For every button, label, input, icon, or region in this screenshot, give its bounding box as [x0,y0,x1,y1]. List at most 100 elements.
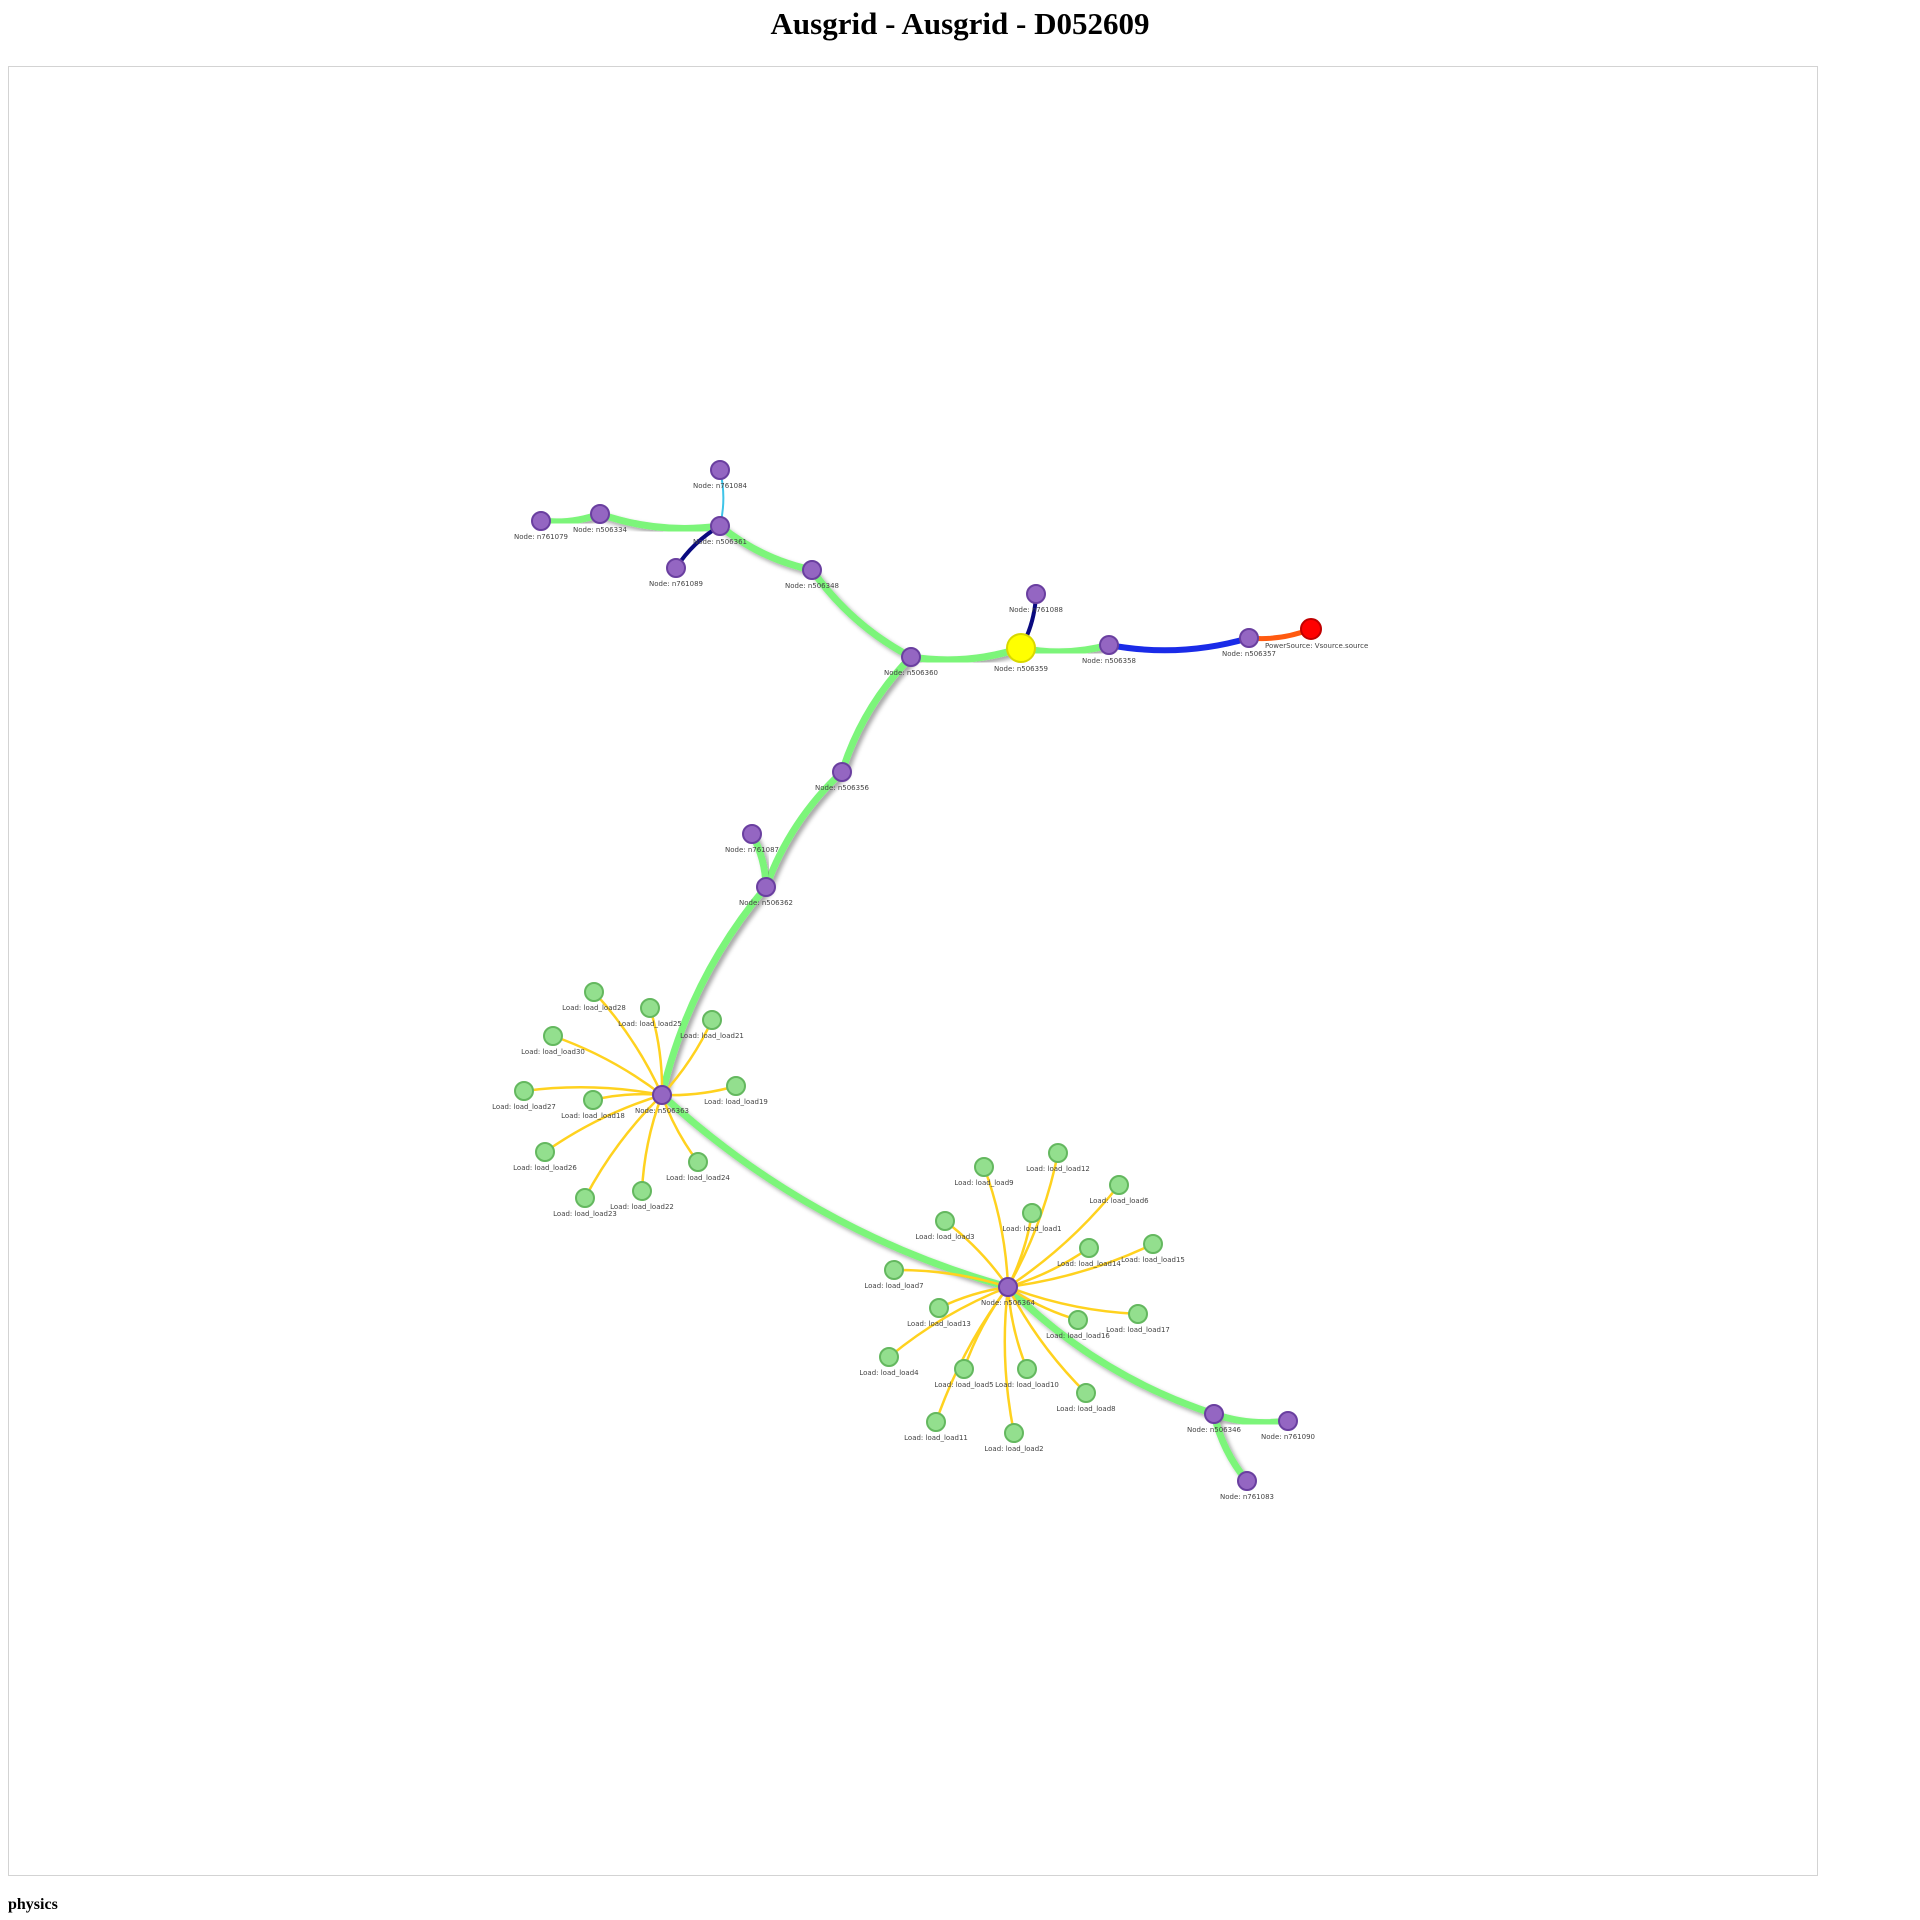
network-graph[interactable]: Node: n761079 Node: n506334 Node: n506361 N… [9,67,1817,1875]
load-marker[interactable] [935,1211,955,1231]
node-marker[interactable] [531,511,551,531]
graph-node-load27[interactable]: Load: load_load27 [492,1081,556,1111]
edge-n506346-n761090[interactable] [1210,1410,1292,1427]
node-marker[interactable] [666,558,686,578]
node-marker[interactable] [710,460,730,480]
edge-n506363-load19[interactable] [660,1084,738,1097]
edge-n506364-load7[interactable] [892,1268,1010,1289]
graph-node-n506346[interactable]: Node: n506346 [1187,1404,1242,1434]
graph-node-load4[interactable]: Load: load_load4 [859,1347,919,1377]
transformer-marker[interactable] [1006,633,1036,663]
load-marker[interactable] [1068,1310,1088,1330]
node-marker[interactable] [1278,1411,1298,1431]
graph-node-n761090[interactable]: Node: n761090 [1261,1411,1315,1441]
graph-node-load26[interactable]: Load: load_load26 [513,1142,577,1172]
graph-node-n761088[interactable]: Node: n761088 [1009,584,1063,614]
graph-node-load30[interactable]: Load: load_load30 [521,1026,585,1056]
node-marker[interactable] [1204,1404,1224,1424]
edge-n506363-load28[interactable] [592,990,664,1097]
load-marker[interactable] [640,998,660,1018]
load-marker[interactable] [879,1347,899,1367]
load-marker[interactable] [514,1081,534,1101]
node-marker[interactable] [832,762,852,782]
load-marker[interactable] [1109,1175,1129,1195]
graph-node-load17[interactable]: Load: load_load17 [1106,1304,1170,1334]
graph-node-n506348[interactable]: Node: n506348 [785,560,839,590]
graph-node-n761083[interactable]: Node: n761083 [1220,1471,1274,1501]
edge-n506363-load24[interactable] [660,1093,700,1164]
node-marker[interactable] [710,516,730,536]
edge-n506364-load4[interactable] [887,1285,1010,1359]
graph-node-n506364[interactable]: Node: n506364 [981,1277,1036,1307]
graph-node-load6[interactable]: Load: load_load6 [1089,1175,1149,1205]
load-marker[interactable] [1076,1383,1096,1403]
graph-node-load12[interactable]: Load: load_load12 [1026,1143,1090,1173]
edge-n506348-n506360[interactable] [808,566,915,661]
node-marker[interactable] [1099,635,1119,655]
graph-node-load2[interactable]: Load: load_load2 [984,1423,1044,1453]
graph-node-n506361[interactable]: Node: n506361 [693,516,747,546]
graph-node-load8[interactable]: Load: load_load8 [1056,1383,1116,1413]
load-marker[interactable] [974,1157,994,1177]
graph-node-n506357[interactable]: Node: n506357 [1222,628,1276,658]
graph-node-n761087[interactable]: Node: n761087 [725,824,779,854]
load-marker[interactable] [543,1026,563,1046]
edge-n506364-load11[interactable] [934,1285,1010,1424]
graph-node-load3[interactable]: Load: load_load3 [915,1211,975,1241]
load-marker[interactable] [1128,1304,1148,1324]
node-marker[interactable] [1026,584,1046,604]
load-marker[interactable] [575,1188,595,1208]
load-marker[interactable] [1143,1234,1163,1254]
graph-node-n506358[interactable]: Node: n506358 [1082,635,1136,665]
node-marker[interactable] [802,560,822,580]
edge-n506363-load30[interactable] [551,1034,664,1097]
load-marker[interactable] [1079,1238,1099,1258]
load-marker[interactable] [1048,1143,1068,1163]
node-marker[interactable] [756,877,776,897]
graph-node-load24[interactable]: Load: load_load24 [666,1152,730,1182]
node-marker[interactable] [652,1085,672,1105]
node-marker[interactable] [1237,1471,1257,1491]
graph-node-load11[interactable]: Load: load_load11 [904,1412,968,1442]
node-marker[interactable] [590,504,610,524]
graph-node-source[interactable]: PowerSource: Vsource.source [1265,618,1368,650]
graph-node-n506356[interactable]: Node: n506356 [815,762,870,792]
graph-node-load23[interactable]: Load: load_load23 [553,1188,617,1218]
node-marker[interactable] [1239,628,1259,648]
edge-n506364-load2[interactable] [1003,1285,1016,1435]
load-marker[interactable] [632,1181,652,1201]
edge-n506364-load6[interactable] [1006,1183,1121,1289]
edge-n506361-n506348[interactable] [716,522,816,574]
graph-node-load19[interactable]: Load: load_load19 [704,1076,768,1106]
graph-node-load14[interactable]: Load: load_load14 [1057,1238,1121,1268]
edge-n506364-load17[interactable] [1006,1285,1140,1316]
edge-n506363-load26[interactable] [543,1093,664,1154]
load-marker[interactable] [535,1142,555,1162]
load-marker[interactable] [1017,1359,1037,1379]
load-marker[interactable] [584,982,604,1002]
node-marker[interactable] [742,824,762,844]
load-marker[interactable] [726,1076,746,1096]
edge-n506363-n506364[interactable] [658,1091,1012,1291]
graph-node-load5[interactable]: Load: load_load5 [934,1359,994,1389]
graph-node-load7[interactable]: Load: load_load7 [864,1260,924,1290]
graph-node-load21[interactable]: Load: load_load21 [680,1010,744,1040]
load-marker[interactable] [583,1090,603,1110]
load-marker[interactable] [954,1359,974,1379]
load-marker[interactable] [926,1412,946,1432]
edge-n506362-n506363[interactable] [658,883,770,1099]
edge-n506364-load15[interactable] [1006,1242,1155,1289]
edge-n506364-load8[interactable] [1006,1285,1088,1395]
graph-node-load25[interactable]: Load: load_load25 [618,998,682,1028]
node-marker[interactable] [998,1277,1018,1297]
edge-n506364-load9[interactable] [982,1165,1010,1289]
load-marker[interactable] [1022,1203,1042,1223]
load-marker[interactable] [688,1152,708,1172]
graph-node-n506360[interactable]: Node: n506360 [884,647,938,677]
graph-node-load15[interactable]: Load: load_load15 [1121,1234,1185,1264]
source-marker[interactable] [1300,618,1322,640]
graph-node-load13[interactable]: Load: load_load13 [907,1298,971,1328]
edge-n506356-n506362[interactable] [762,768,846,891]
node-marker[interactable] [901,647,921,667]
graph-node-n761079[interactable]: Node: n761079 [514,511,568,541]
